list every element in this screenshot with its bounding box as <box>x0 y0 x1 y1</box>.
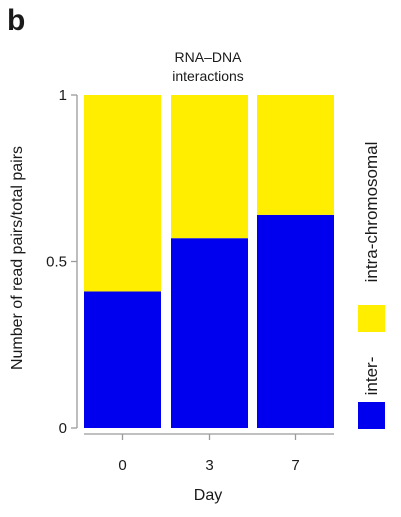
x-axis-title: Day <box>194 487 222 504</box>
bar-7-series-1 <box>257 95 334 215</box>
legend-label-intra: intra-chromosomal <box>362 142 381 283</box>
legend: inter-intra-chromosomal <box>358 142 385 429</box>
y-tick-label: 1 <box>59 87 67 104</box>
x-axis: 0 3 7 <box>84 433 334 474</box>
legend-label-inter: inter- <box>362 357 381 396</box>
bars-group <box>84 95 334 428</box>
y-tick-label: 0.5 <box>46 254 67 271</box>
panel-letter: b <box>7 4 26 37</box>
legend-swatch-inter <box>358 402 385 429</box>
x-tick-label: 3 <box>205 457 213 474</box>
x-tick-label: 0 <box>118 457 126 474</box>
chart-title: RNA–DNA interactions <box>172 49 244 84</box>
chart-title-line-1: RNA–DNA <box>175 49 243 65</box>
y-tick-label: 0 <box>59 420 67 437</box>
x-tick-label: 7 <box>291 457 299 474</box>
chart-title-line-2: interactions <box>172 68 244 84</box>
bar-0-series-1 <box>84 95 161 292</box>
y-axis-title: Number of read pairs/total pairs <box>9 146 26 370</box>
bar-3-series-1 <box>171 95 248 239</box>
legend-swatch-intra <box>358 305 385 332</box>
bar-3-series-0 <box>171 238 248 428</box>
bar-0-series-0 <box>84 291 161 428</box>
bar-7-series-0 <box>257 214 334 428</box>
y-axis: 00.51 <box>46 87 78 437</box>
